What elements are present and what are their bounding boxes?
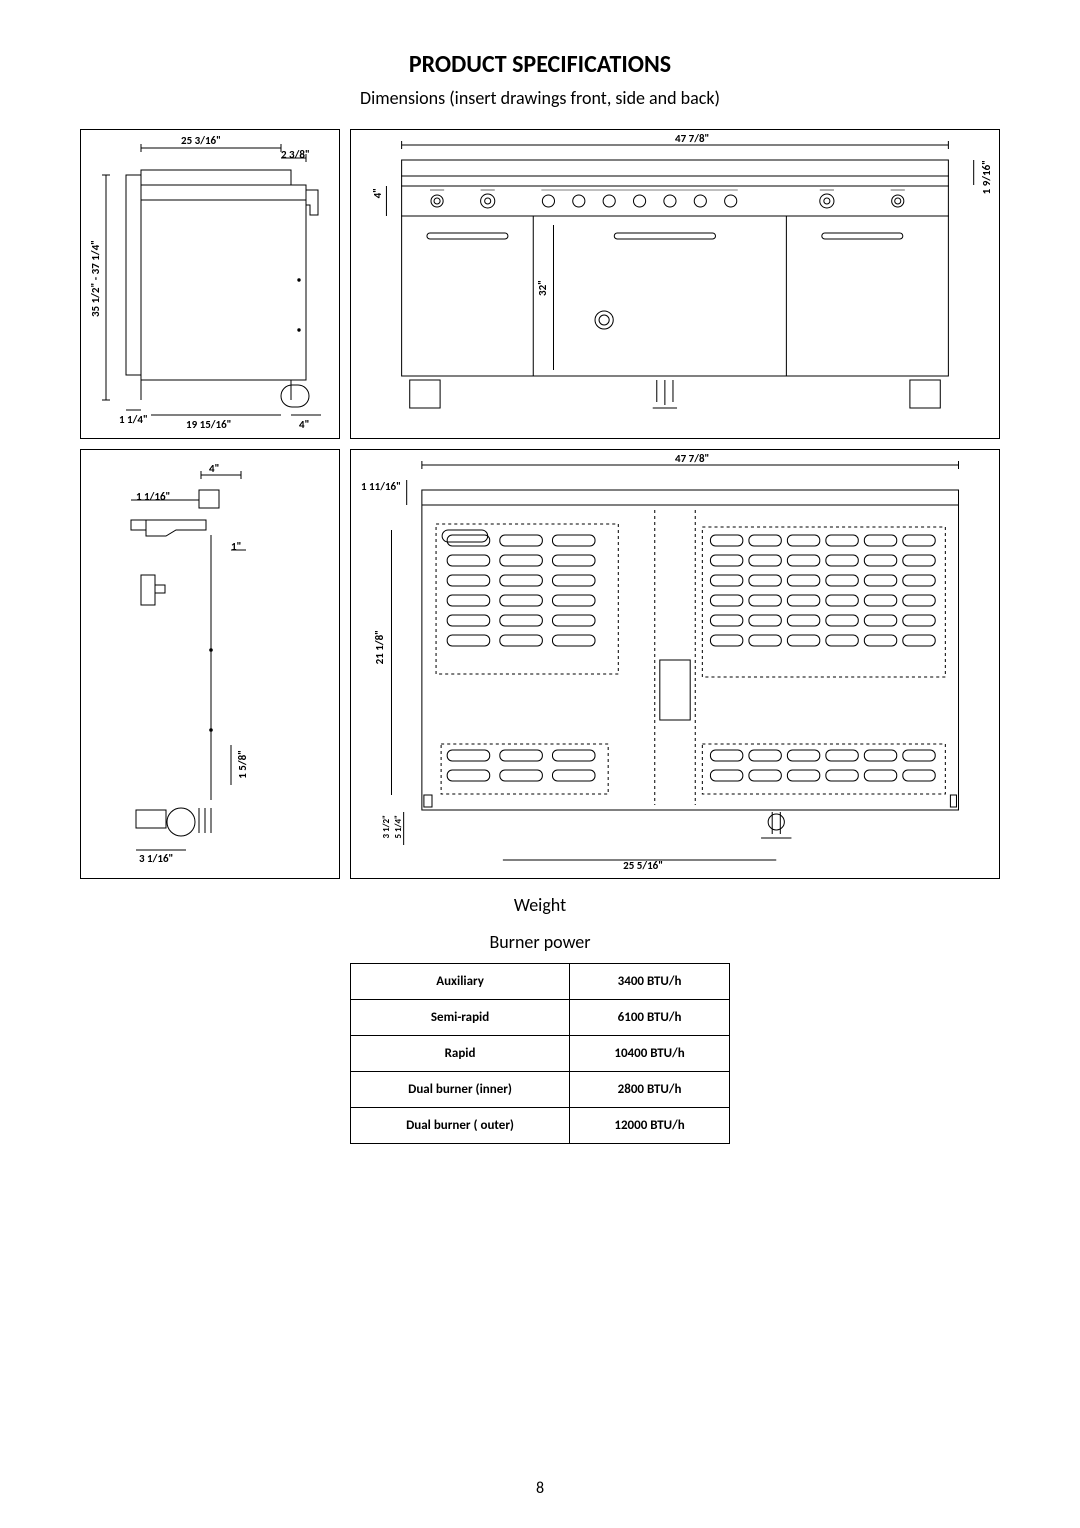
burner-label: Dual burner ( outer)	[351, 1108, 570, 1144]
dim-foot: 1 1/4"	[119, 413, 148, 426]
weight-heading: Weight	[80, 894, 1000, 916]
burner-value: 3400 BTU/h	[570, 964, 730, 1000]
burner-label: Semi-rapid	[351, 1000, 570, 1036]
page-title: PRODUCT SPECIFICATIONS	[80, 50, 1000, 79]
dim-width: 25 3/16"	[181, 134, 221, 147]
dim-upper: 1 1/16"	[136, 490, 170, 503]
burner-value: 6100 BTU/h	[570, 1000, 730, 1036]
table-row: Dual burner ( outer)12000 BTU/h	[351, 1108, 730, 1144]
drawing-front-view: 47 7/8" 1 9/16" 4" 32"	[350, 129, 1000, 439]
dim-height: 35 1/2" - 37 1/4"	[89, 240, 102, 317]
dim-back-offset: 2 3/8"	[281, 148, 310, 161]
dim-depth: 19 15/16"	[186, 418, 232, 431]
dim-leg: 4"	[299, 418, 309, 431]
dim-lower: 1 5/8"	[236, 750, 249, 779]
burner-value: 2800 BTU/h	[570, 1072, 730, 1108]
table-row: Semi-rapid6100 BTU/h	[351, 1000, 730, 1036]
burner-label: Rapid	[351, 1036, 570, 1072]
page-number: 8	[0, 1479, 1080, 1498]
dim-top-height: 1 9/16"	[980, 160, 993, 194]
dim-panel-height: 32"	[536, 280, 549, 296]
dim-top-lip: 4"	[209, 462, 219, 475]
table-row: Rapid10400 BTU/h	[351, 1036, 730, 1072]
drawing-top-view: 47 7/8" 1 11/16" 21 1/8" 3 1/2" 5 1/4" 2…	[350, 449, 1000, 879]
burner-power-table: Auxiliary3400 BTU/h Semi-rapid6100 BTU/h…	[350, 963, 730, 1144]
burner-value: 12000 BTU/h	[570, 1108, 730, 1144]
dim-tv-front-lip: 1 11/16"	[361, 480, 401, 493]
dim-tv-depth: 25 5/16"	[623, 859, 663, 872]
burner-heading: Burner power	[80, 931, 1000, 953]
drawing-row-1: 25 3/16" 2 3/8" 35 1/2" - 37 1/4" 1 1/4"…	[80, 129, 1000, 439]
table-row: Dual burner (inner)2800 BTU/h	[351, 1072, 730, 1108]
dim-tv-edge1: 3 1/2"	[381, 815, 392, 839]
burner-label: Dual burner (inner)	[351, 1072, 570, 1108]
dim-tv-edge2: 5 1/4"	[393, 815, 404, 839]
drawing-row-2: 4" 1 1/16" 1" 1 5/8" 3 1/16"	[80, 449, 1000, 879]
dim-side-gap: 1"	[231, 540, 241, 553]
dim-base: 3 1/16"	[139, 852, 173, 865]
dim-front-width: 47 7/8"	[675, 132, 709, 145]
dim-tv-grate-depth: 21 1/8"	[373, 630, 386, 664]
burner-label: Auxiliary	[351, 964, 570, 1000]
drawing-side-detail: 4" 1 1/16" 1" 1 5/8" 3 1/16"	[80, 449, 340, 879]
dim-tv-width: 47 7/8"	[675, 452, 709, 465]
table-row: Auxiliary3400 BTU/h	[351, 964, 730, 1000]
drawing-side-view: 25 3/16" 2 3/8" 35 1/2" - 37 1/4" 1 1/4"…	[80, 129, 340, 439]
dim-knob-band: 4"	[371, 188, 384, 198]
page-subtitle: Dimensions (insert drawings front, side …	[80, 87, 1000, 109]
burner-value: 10400 BTU/h	[570, 1036, 730, 1072]
